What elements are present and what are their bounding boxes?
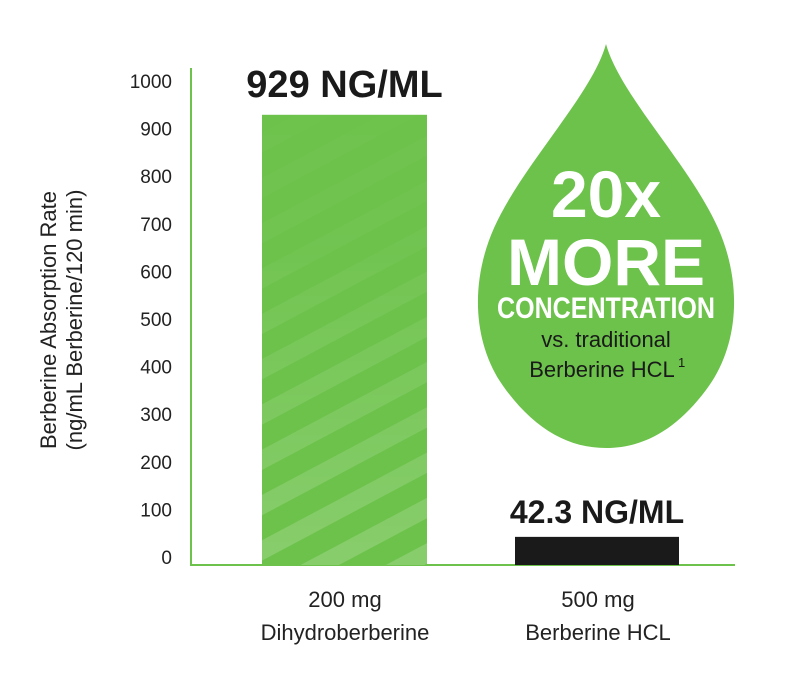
y-tick-label: 500 (140, 310, 172, 331)
category-label-dihydroberberine-name: Dihydroberberine (261, 620, 430, 645)
value-label-dihydroberberine: 929 NG/ML (246, 64, 442, 106)
droplet-callout: 20x MORE CONCENTRATION vs. traditional B… (477, 44, 735, 448)
y-tick-label: 900 (140, 120, 172, 141)
y-tick-label: 1000 (130, 72, 172, 93)
bar-berberine-hcl (515, 536, 679, 565)
value-label-berberine-hcl: 42.3 NG/ML (510, 494, 684, 530)
callout-footnote: 1 (678, 355, 685, 370)
y-tick-label: 100 (140, 500, 172, 521)
y-tick-label: 0 (161, 548, 172, 569)
y-tick-label: 400 (140, 358, 172, 379)
category-label-berberine-hcl-name: Berberine HCL (525, 620, 671, 645)
y-axis-label-units: (ng/mL Berberine/120 min) (62, 190, 87, 451)
category-label-dihydroberberine-dose: 200 mg (308, 587, 381, 612)
callout-more: MORE (507, 225, 705, 299)
callout-comparison-product: Berberine HCL (529, 357, 675, 382)
y-tick-label: 200 (140, 453, 172, 474)
callout-multiplier: 20x (551, 157, 661, 231)
callout-concentration: CONCENTRATION (497, 292, 715, 325)
y-tick-label: 700 (140, 215, 172, 236)
bar-dihydroberberine-pattern (262, 114, 427, 566)
droplet-shape (477, 44, 735, 448)
y-tick-label: 300 (140, 405, 172, 426)
callout-comparison: vs. traditional (541, 327, 671, 352)
y-axis-label: Berberine Absorption Rate (36, 191, 61, 449)
y-tick-label: 600 (140, 262, 172, 283)
category-label-berberine-hcl-dose: 500 mg (561, 587, 634, 612)
y-tick-label: 800 (140, 167, 172, 188)
